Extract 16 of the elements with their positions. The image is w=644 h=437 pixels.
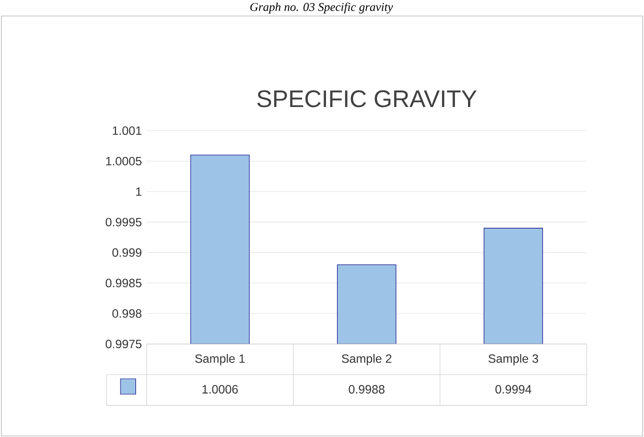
- y-tick-label: 1.0005: [106, 156, 142, 166]
- y-tick-label: 0.999: [112, 248, 142, 257]
- data-label: 1.0006: [202, 384, 238, 394]
- chart-title: SPECIFIC GRAVITY: [257, 90, 477, 108]
- data-label: 0.9988: [348, 384, 384, 394]
- x-tick-label: Sample 2: [342, 354, 392, 366]
- y-tick-label: 1: [136, 187, 142, 196]
- data-label: 0.9994: [495, 384, 532, 394]
- y-tick-label: 0.998: [112, 309, 142, 318]
- y-tick-label: 0.9985: [106, 278, 142, 288]
- x-tick-label: Sample 3: [488, 354, 538, 366]
- y-tick-label: 1.001: [112, 126, 142, 135]
- y-tick-label: 0.9975: [106, 340, 142, 348]
- y-tick-label: 0.9995: [106, 218, 142, 226]
- x-tick-label: Sample 1: [195, 354, 245, 366]
- text: Graph no. 03 Specific gravity: [250, 2, 393, 14]
